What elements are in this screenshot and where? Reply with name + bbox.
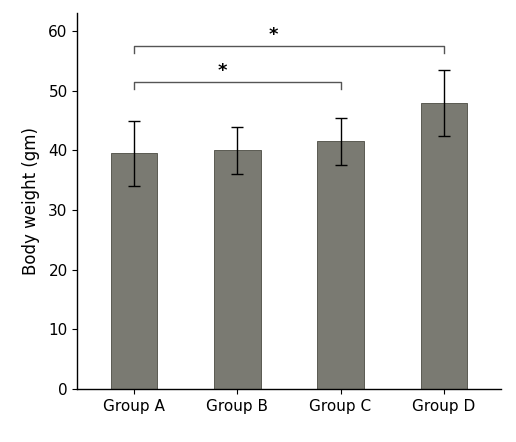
Bar	[421, 103, 467, 389]
Bar	[317, 141, 364, 389]
Text: *: *	[269, 26, 278, 44]
Bar	[111, 153, 157, 389]
Text: *: *	[217, 62, 227, 80]
Bar	[214, 150, 261, 389]
Y-axis label: Body weight (gm): Body weight (gm)	[22, 127, 40, 275]
